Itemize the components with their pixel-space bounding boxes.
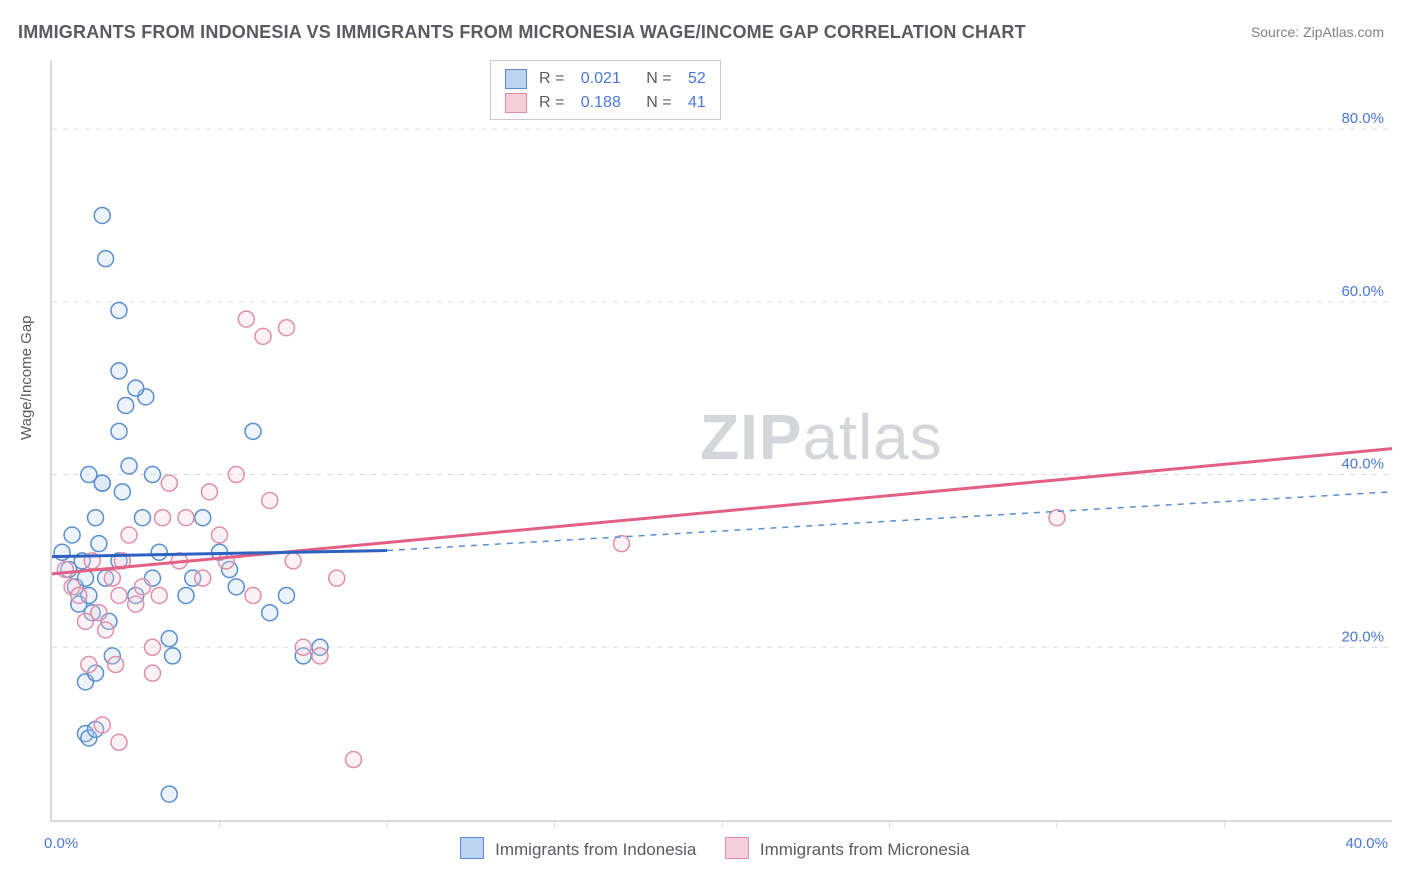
r-value-b: 0.188	[581, 91, 621, 115]
swatch-indonesia-bottom	[460, 837, 484, 859]
n-value-a: 52	[688, 67, 706, 91]
svg-text:20.0%: 20.0%	[1341, 628, 1384, 645]
n-value-b: 41	[688, 91, 706, 115]
r-label-b: R =	[539, 91, 564, 115]
watermark: ZIPatlas	[700, 400, 943, 474]
watermark-bold: ZIP	[700, 401, 803, 473]
svg-text:60.0%: 60.0%	[1341, 283, 1384, 300]
svg-text:80.0%: 80.0%	[1341, 110, 1384, 127]
legend-stats: R = 0.021 N = 52 R = 0.188 N = 41	[490, 60, 721, 120]
n-label-a: N =	[646, 67, 671, 91]
swatch-micronesia	[505, 93, 527, 113]
r-value-a: 0.021	[581, 67, 621, 91]
legend-row-b: R = 0.188 N = 41	[505, 91, 706, 115]
x-tick-right: 40.0%	[1345, 835, 1388, 852]
legend-row-a: R = 0.021 N = 52	[505, 67, 706, 91]
series-b-name: Immigrants from Micronesia	[760, 840, 970, 859]
watermark-light: atlas	[803, 401, 943, 473]
svg-text:40.0%: 40.0%	[1341, 456, 1384, 473]
n-label-b: N =	[646, 91, 671, 115]
x-tick-left: 0.0%	[44, 835, 78, 852]
y-axis-title: Wage/Income Gap	[18, 315, 35, 440]
chart-title: IMMIGRANTS FROM INDONESIA VS IMMIGRANTS …	[18, 22, 1026, 43]
series-a-name: Immigrants from Indonesia	[495, 840, 696, 859]
source-label: Source: ZipAtlas.com	[1251, 24, 1384, 40]
swatch-micronesia-bottom	[725, 837, 749, 859]
r-label-a: R =	[539, 67, 564, 91]
bottom-legend: Immigrants from Indonesia Immigrants fro…	[0, 837, 1406, 860]
swatch-indonesia	[505, 69, 527, 89]
